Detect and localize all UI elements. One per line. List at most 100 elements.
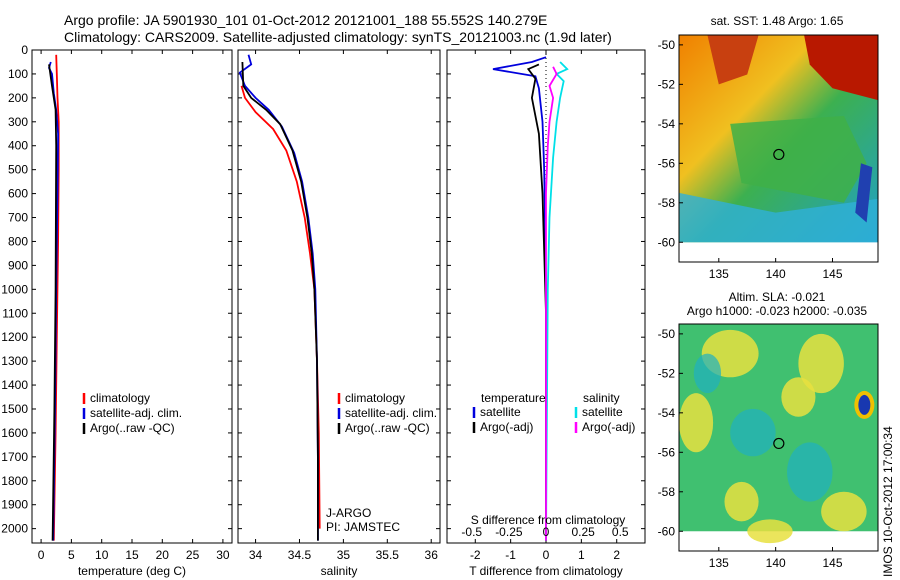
sst-warm-patch (707, 35, 759, 85)
diff-legend-t-1-label: Argo(-adj) (480, 420, 533, 434)
diff-legend-t-0-label: satellite (480, 405, 521, 419)
sla-high-blob (781, 377, 816, 417)
sla-high-blob (679, 393, 714, 453)
sal-legend-1-label: satellite-adj. clim. (345, 406, 437, 420)
depth-tick-label: 300 (8, 115, 28, 129)
sal-tick-label: 36 (425, 548, 439, 562)
diff-legend-s-1-label: Argo(-adj) (582, 420, 635, 434)
sla-map-frame (678, 323, 879, 552)
tdiff-tick-label: -2 (470, 548, 481, 562)
tdiff-tick-label: 0 (543, 548, 550, 562)
sst-lat-tick-label: -52 (658, 77, 676, 91)
diff-legend-temp-title: temperature (481, 391, 546, 405)
sdiff-tick-label: -0.5 (461, 525, 482, 539)
sal-legend-2-label: Argo(..raw -QC) (345, 421, 430, 435)
depth-tick-label: 500 (8, 163, 28, 177)
temp-tick-label: 10 (95, 548, 109, 562)
tdiff-axis-label: T difference from climatology (469, 564, 623, 578)
depth-tick-label: 1400 (1, 378, 28, 392)
depth-tick-label: 800 (8, 234, 28, 248)
diff-series-3 (545, 66, 558, 541)
sla-lat-tick-label: -52 (658, 366, 676, 380)
sla-high-blob (821, 491, 867, 532)
sla-high-blob (798, 333, 844, 394)
sla-low-blob (693, 353, 722, 394)
sla-lon-tick-label: 140 (766, 556, 786, 570)
sst-lat-tick-label: -58 (658, 196, 676, 210)
sal-series-2 (241, 61, 319, 541)
depth-tick-label: 900 (8, 258, 28, 272)
sst-cold-patch (679, 192, 878, 243)
sst-lat-tick-label: -60 (658, 235, 676, 249)
depth-tick-label: 400 (8, 139, 28, 153)
sst-cold-patch (855, 163, 873, 223)
temp-legend-0-label: climatology (90, 391, 150, 405)
sst-map-frame (678, 34, 879, 263)
sla-map-subtitle: Argo h1000: -0.023 h2000: -0.035 (687, 304, 867, 318)
temp-tick-label: 5 (68, 548, 75, 562)
depth-tick-label: 200 (8, 91, 28, 105)
timestamp-text: IMOS 10-Oct-2012 17:00:34 (881, 426, 895, 577)
depth-tick-label: 1700 (1, 450, 28, 464)
sdiff-tick-label: -0.25 (495, 525, 523, 539)
depth-tick-label: 0 (21, 43, 28, 57)
depth-tick-label: 1500 (1, 402, 28, 416)
sal-tick-label: 35.5 (376, 548, 400, 562)
sst-lon-tick-label: 135 (709, 267, 729, 281)
temp-legend-2-label: Argo(..raw -QC) (90, 421, 175, 435)
salinity-plot-frame (237, 49, 441, 544)
temp-series-0 (52, 54, 60, 541)
sla-lat-tick-label: -50 (658, 327, 676, 341)
sla-map-title: Altim. SLA: -0.021 (729, 290, 826, 304)
depth-tick-label: 100 (8, 67, 28, 81)
sdiff-axis-label: S difference from climatology (471, 513, 626, 527)
float-pi: PI: JAMSTEC (326, 520, 400, 534)
sdiff-tick-label: 0 (543, 525, 550, 539)
temp-axis-label: temperature (deg C) (78, 564, 186, 578)
sdiff-tick-label: 0.5 (612, 525, 629, 539)
depth-tick-label: 600 (8, 187, 28, 201)
float-program: J-ARGO (326, 506, 371, 520)
tdiff-tick-label: 1 (578, 548, 585, 562)
temp-tick-label: 20 (156, 548, 170, 562)
sla-image (679, 324, 878, 544)
diff-legend-sal-title: salinity (583, 391, 620, 405)
sal-series-1 (238, 54, 319, 541)
sst-warm-patch (804, 35, 878, 101)
temperature-plot-frame (31, 49, 233, 544)
sst-lat-tick-label: -50 (658, 38, 676, 52)
sst-lon-tick-label: 145 (822, 267, 842, 281)
sla-low-blob (787, 442, 833, 502)
depth-tick-label: 1600 (1, 426, 28, 440)
depth-tick-label: 1300 (1, 354, 28, 368)
sla-lat-tick-label: -58 (658, 485, 676, 499)
depth-tick-label: 1000 (1, 282, 28, 296)
temp-series-2 (48, 64, 58, 541)
sst-lat-tick-label: -56 (658, 156, 676, 170)
tdiff-tick-label: 2 (613, 548, 620, 562)
sal-tick-label: 35 (337, 548, 351, 562)
temp-tick-label: 15 (125, 548, 139, 562)
depth-tick-label: 1200 (1, 330, 28, 344)
sst-image (679, 35, 878, 243)
sal-series-0 (240, 85, 321, 529)
figure-subtitle: Climatology: CARS2009. Satellite-adjuste… (64, 29, 612, 45)
sst-profile-marker (773, 148, 785, 161)
sal-tick-label: 34.5 (288, 548, 312, 562)
sla-profile-marker (773, 437, 785, 450)
depth-tick-label: 1100 (2, 306, 28, 320)
temp-tick-label: 25 (186, 548, 200, 562)
sal-axis-label: salinity (321, 564, 358, 578)
sla-high-blob (747, 519, 793, 544)
sla-high-blob (724, 481, 759, 522)
sst-map-title: sat. SST: 1.48 Argo: 1.65 (711, 14, 844, 28)
tdiff-tick-label: -1 (505, 548, 516, 562)
depth-tick-label: 2000 (1, 522, 28, 536)
temp-legend-1-label: satellite-adj. clim. (90, 406, 182, 420)
sdiff-tick-label: 0.25 (571, 525, 595, 539)
sla-lat-tick-label: -56 (658, 445, 676, 459)
depth-tick-label: 700 (8, 211, 28, 225)
sst-lon-tick-label: 140 (766, 267, 786, 281)
